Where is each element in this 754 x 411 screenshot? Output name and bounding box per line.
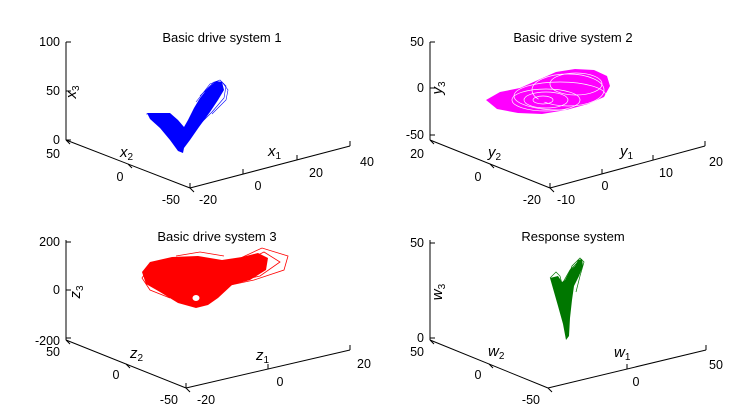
x-axis-label: x1 xyxy=(267,143,282,162)
z-tick-label: 50 xyxy=(410,236,424,250)
panel-response-system: Response system 50 0 50 0 -50 0 50 w3 w2… xyxy=(410,229,723,407)
z-tick-label: -200 xyxy=(35,334,60,348)
trajectory-response-system xyxy=(549,257,585,340)
y-tick-label: 20 xyxy=(410,147,424,161)
panel-title: Basic drive system 2 xyxy=(513,30,632,45)
y-tick-label: 50 xyxy=(46,147,60,161)
x-tick-label: 10 xyxy=(659,166,673,180)
z-tick-label: 0 xyxy=(53,133,60,147)
x-tick-label: 20 xyxy=(709,155,723,169)
panel-basic-drive-system-1: Basic drive system 1 100 50 0 50 0 -50 -… xyxy=(39,30,374,207)
y-axis-label: y2 xyxy=(487,144,502,163)
x-ticks: -20 0 20 40 xyxy=(189,141,374,207)
y-ticks: 20 0 -20 xyxy=(410,139,555,207)
z-ticks: 50 0 xyxy=(410,236,435,345)
z-ticks: 200 0 -200 xyxy=(35,235,71,348)
y-tick-label: 50 xyxy=(46,345,60,359)
x-axis-line xyxy=(549,145,706,189)
x-tick-label: 0 xyxy=(277,375,284,389)
z-axis-label: z3 xyxy=(67,285,86,300)
x-axis-label: z1 xyxy=(255,347,270,366)
x-ticks: -20 0 20 xyxy=(185,345,371,407)
z-axis-label: y3 xyxy=(429,81,448,96)
y-tick-label: 0 xyxy=(113,368,120,382)
x-tick-label: 0 xyxy=(255,179,262,193)
z-tick-label: 0 xyxy=(417,81,424,95)
x-tick-label: 0 xyxy=(602,179,609,193)
panel-title: Basic drive system 1 xyxy=(162,30,281,45)
y-tick-label: 0 xyxy=(117,170,124,184)
z-tick-label: -50 xyxy=(406,128,424,142)
x-tick-label: 40 xyxy=(360,155,374,169)
panel-basic-drive-system-2: Basic drive system 2 50 0 -50 20 0 -20 -… xyxy=(406,30,723,207)
y-tick-label: -50 xyxy=(522,393,540,407)
y-tick-label: -50 xyxy=(160,393,178,407)
y-tick-label: -50 xyxy=(162,193,180,207)
x-tick-label: 20 xyxy=(357,357,371,371)
y-axis-label: z2 xyxy=(129,345,144,364)
y-axis-label: w2 xyxy=(488,343,505,362)
panel-basic-drive-system-3: Basic drive system 3 200 0 -200 50 0 -50… xyxy=(35,229,371,407)
x-axis-label: y1 xyxy=(619,143,634,162)
x-tick-label: -10 xyxy=(557,193,575,207)
x-tick-label: 20 xyxy=(309,166,323,180)
panel-title: Basic drive system 3 xyxy=(157,229,276,244)
y-ticks: 50 0 -50 xyxy=(410,339,553,407)
y-tick-label: 0 xyxy=(475,368,482,382)
z-tick-label: 0 xyxy=(53,283,60,297)
z-ticks: 100 50 0 xyxy=(39,35,71,147)
x-tick-label: -20 xyxy=(199,193,217,207)
y-tick-label: 0 xyxy=(475,170,482,184)
y-axis-label: x2 xyxy=(119,144,134,163)
z-tick-label: 200 xyxy=(39,235,60,249)
z-tick-label: 50 xyxy=(46,84,60,98)
x-ticks: -10 0 10 20 xyxy=(549,141,723,207)
panel-title: Response system xyxy=(521,229,624,244)
x-tick-label: 0 xyxy=(633,375,640,389)
y-ticks: 50 0 -50 xyxy=(46,339,191,407)
x-axis-label: w1 xyxy=(614,344,631,363)
z-tick-label: 50 xyxy=(410,35,424,49)
y-ticks: 50 0 -50 xyxy=(46,139,195,207)
z-axis-label: w3 xyxy=(429,283,448,300)
x-tick-label: -20 xyxy=(197,393,215,407)
x-ticks: 0 50 xyxy=(626,345,723,389)
trajectory-basic-drive-system-2 xyxy=(486,69,610,114)
z-ticks: 50 0 -50 xyxy=(406,35,435,142)
z-axis-label: x3 xyxy=(63,85,82,100)
trajectory-basic-drive-system-1 xyxy=(146,79,229,153)
z-tick-label: 0 xyxy=(417,331,424,345)
x-tick-label: 50 xyxy=(709,358,723,372)
y-tick-label: -20 xyxy=(523,193,541,207)
trajectory-basic-drive-system-3 xyxy=(141,247,289,308)
y-tick-label: 50 xyxy=(410,345,424,359)
x-axis-line xyxy=(189,145,351,189)
z-tick-label: 100 xyxy=(39,35,60,49)
